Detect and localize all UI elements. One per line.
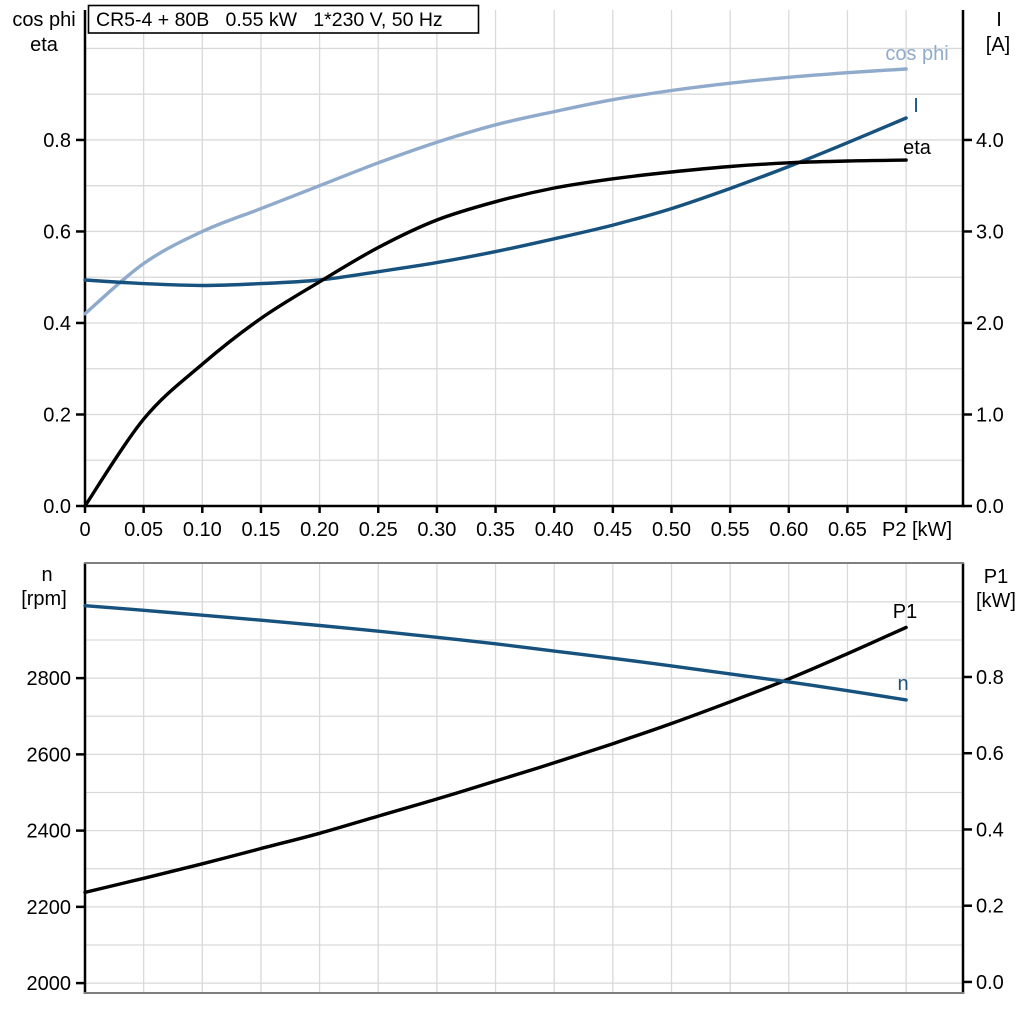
left-tick-label: 2400 — [27, 821, 72, 843]
right-tick-label: 2.0 — [976, 313, 1004, 335]
left-tick-label: 2600 — [27, 744, 72, 766]
curve-label-eta: eta — [903, 137, 932, 159]
title-box-frame — [87, 4, 480, 34]
right-tick-label: 3.0 — [976, 221, 1004, 243]
right-tick-label: 0.6 — [976, 743, 1004, 765]
i-curve — [83, 116, 908, 288]
x-tick-label: 0.10 — [183, 519, 222, 541]
right-axis-title: [A] — [986, 34, 1010, 56]
x-tick-label: 0.20 — [300, 519, 339, 541]
ticks: 0.0 0.2 0.4 0.6 0.8 0.0 1.0 2.0 3.0 4.0 0 0.05 0.10 0… — [43, 130, 1004, 541]
curve-label-n: n — [897, 673, 908, 695]
grid — [85, 10, 963, 507]
x-tick-label: 0.50 — [652, 519, 691, 541]
left-tick-label: 0.4 — [43, 313, 71, 335]
left-axis-title: [rpm] — [21, 588, 67, 610]
x-tick-label: 0.30 — [417, 519, 456, 541]
axis-titles: cos phi eta I [A] — [12, 9, 1010, 56]
left-tick-label: 0.2 — [43, 404, 71, 426]
curve-label-p1: P1 — [893, 601, 917, 623]
left-axis-title: cos phi — [12, 9, 75, 31]
left-tick-label: 2200 — [27, 897, 72, 919]
axis-titles: n[rpm] P1[kW] — [21, 564, 1016, 612]
chart-bottom-speed-power: 200022002400260028000.00.20.40.60.8n[rpm… — [21, 562, 1016, 995]
left-tick-label: 2800 — [27, 668, 72, 690]
x-tick-label: 0.35 — [476, 519, 515, 541]
chart-top-cosphi-eta-current: 0.0 0.2 0.4 0.6 0.8 0.0 1.0 2.0 3.0 4.0 0 0.05 0.10 0… — [12, 9, 1010, 541]
left-tick-label: 0.8 — [43, 130, 71, 152]
curve-label-cos-phi: cos phi — [885, 43, 948, 65]
x-tick-label: 0.60 — [769, 519, 808, 541]
x-axis-unit-label: P2 [kW] — [882, 519, 952, 541]
right-axis-title: [kW] — [976, 590, 1016, 612]
x-tick-label: 0.55 — [711, 519, 750, 541]
right-tick-label: 0.0 — [976, 496, 1004, 518]
left-tick-label: 0.0 — [43, 496, 71, 518]
title-box: CR5-4 + 80B 0.55 kW 1*230 V, 50 Hz — [87, 4, 480, 34]
left-tick-label: 0.6 — [43, 221, 71, 243]
right-tick-label: 0.4 — [976, 819, 1004, 841]
left-axis-title: n — [41, 564, 52, 586]
right-tick-label: 4.0 — [976, 130, 1004, 152]
right-axis-title: I — [996, 9, 1002, 31]
axes — [83, 562, 965, 994]
right-tick-label: 0.8 — [976, 667, 1004, 689]
x-tick-label: 0.25 — [359, 519, 398, 541]
x-tick-label: 0.45 — [593, 519, 632, 541]
ticks: 2000 2200 2400 2600 2800 0.0 0.2 0.4 0.6 0.8 — [27, 667, 1004, 995]
n-curve — [83, 604, 908, 702]
x-tick-label: 0 — [79, 519, 90, 541]
right-tick-label: 0.2 — [976, 896, 1004, 918]
left-tick-label: 2000 — [27, 973, 72, 995]
right-tick-label: 1.0 — [976, 404, 1004, 426]
axes — [83, 10, 965, 508]
p1-curve — [83, 625, 908, 895]
pump-title: CR5-4 + 80B 0.55 kW 1*230 V, 50 Hz — [96, 9, 443, 31]
x-tick-label: 0.15 — [241, 519, 280, 541]
grid — [85, 563, 963, 993]
x-tick-label: 0.65 — [828, 519, 867, 541]
left-axis-title: eta — [30, 34, 59, 56]
eta-curve — [83, 158, 908, 508]
right-tick-label: 0.0 — [976, 972, 1004, 994]
cos-phi-curve — [83, 67, 908, 316]
curve-label-i: I — [913, 95, 919, 117]
series: P1 n — [83, 601, 917, 895]
right-axis-title: P1 — [984, 566, 1008, 588]
x-tick-label: 0.40 — [535, 519, 574, 541]
x-tick-label: 0.05 — [124, 519, 163, 541]
